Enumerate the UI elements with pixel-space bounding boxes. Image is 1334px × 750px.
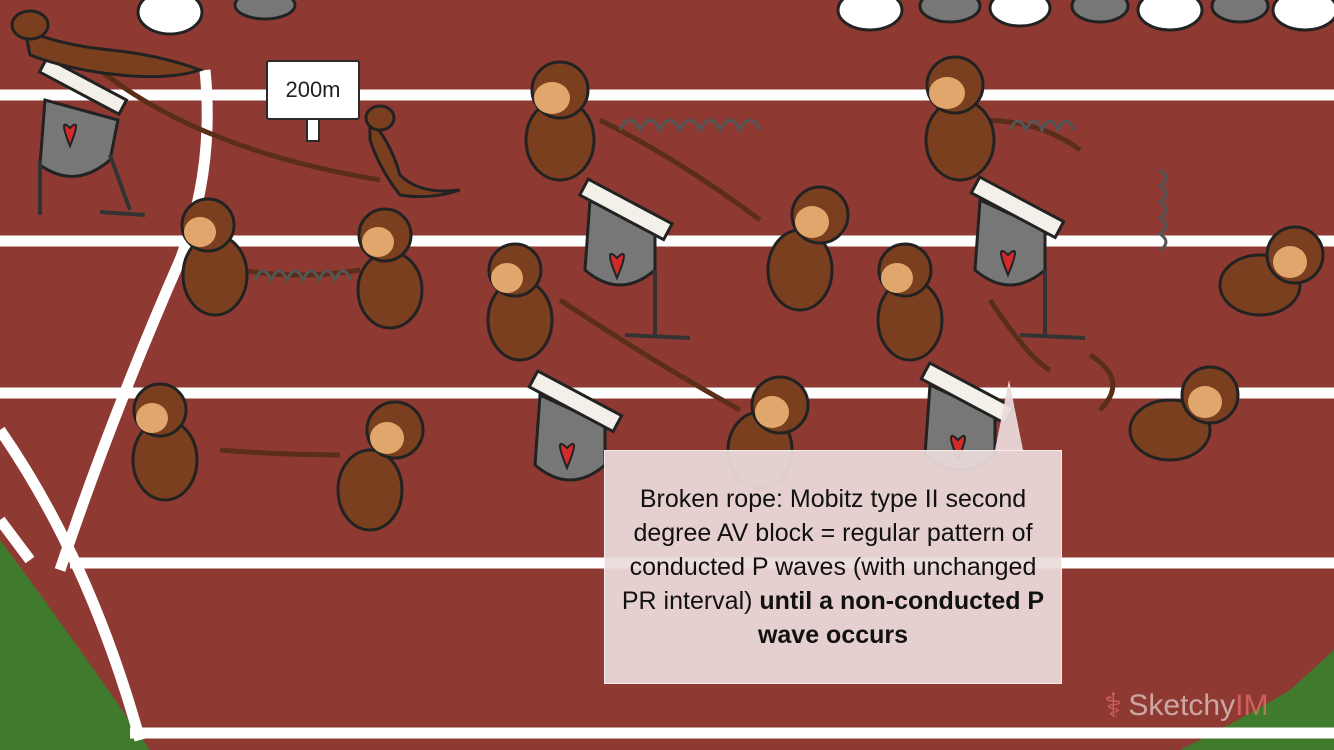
monkey-3 — [180, 197, 249, 317]
distance-sign-post — [306, 118, 320, 142]
logo-figure-icon: ⚕ — [1104, 687, 1123, 725]
monkey-4 — [356, 207, 424, 330]
monkey-2 — [924, 55, 996, 182]
monkey-1 — [524, 60, 596, 182]
logo-text: SketchyIM — [1128, 689, 1268, 723]
weasel-1 — [10, 9, 205, 79]
caption-callout: Broken rope: Mobitz type II second degre… — [604, 450, 1062, 684]
monkey-6 — [766, 185, 850, 312]
monkey-10 — [336, 400, 425, 532]
lane-lines — [0, 69, 1334, 742]
distance-sign: 200m — [266, 60, 360, 120]
logo-text-part2: IM — [1235, 689, 1269, 722]
monkey-12 — [1128, 365, 1240, 462]
logo-text-part1: Sketchy — [1128, 689, 1236, 722]
hurdle-2 — [577, 177, 691, 340]
crowd — [136, 0, 1334, 36]
caption-regular-text: Broken rope: Mobitz type II second degre… — [621, 485, 1037, 615]
callout-tail — [995, 380, 1023, 450]
spring-coils — [253, 118, 1168, 284]
distance-sign-label: 200m — [285, 77, 341, 102]
caption-text: Broken rope: Mobitz type II second degre… — [617, 482, 1049, 652]
caption-bold-text: until a non-conducted P wave occurs — [757, 587, 1045, 649]
grass-left — [0, 540, 150, 750]
ropes — [98, 68, 1116, 458]
hurdle-1 — [37, 55, 146, 217]
monkey-9 — [131, 382, 199, 502]
grass-right — [1180, 650, 1334, 750]
monkey-7 — [876, 242, 944, 362]
monkey-8 — [1218, 225, 1325, 317]
hurdle-3 — [969, 174, 1086, 340]
watermark-logo: ⚕ SketchyIM — [1104, 676, 1268, 736]
monkey-5 — [486, 242, 554, 362]
weasel-2 — [364, 104, 461, 199]
